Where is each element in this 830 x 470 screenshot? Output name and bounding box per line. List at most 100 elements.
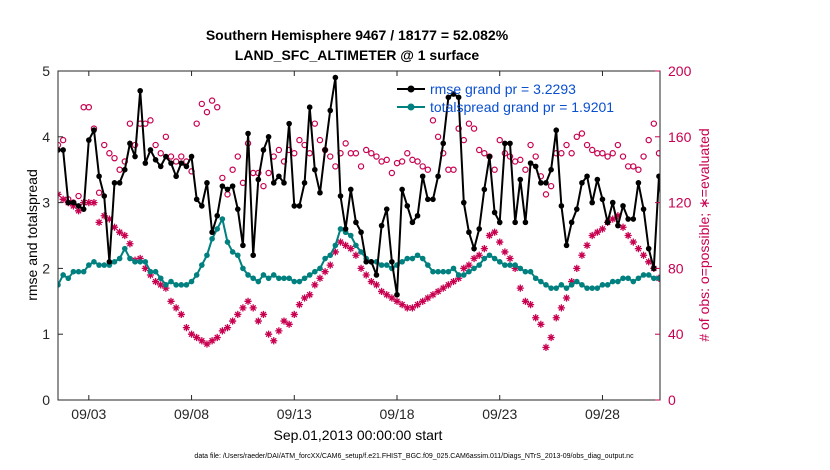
rmse-point <box>687 243 693 249</box>
obs-evaluated-point <box>290 310 298 319</box>
rmse-point <box>496 219 503 226</box>
spread-point <box>486 252 493 259</box>
x-tick-label: 09/08 <box>174 406 209 422</box>
rmse-point <box>476 226 482 232</box>
rmse-point <box>224 186 231 193</box>
rmse-point <box>645 245 652 252</box>
rmse-point <box>178 160 185 166</box>
obs-possible-point <box>172 158 180 165</box>
obs-evaluated-point <box>639 251 648 259</box>
spread-point <box>538 278 544 285</box>
obs-evaluated-point <box>804 258 811 265</box>
spread-line <box>58 216 660 290</box>
spread-point <box>589 285 595 291</box>
obs-possible-point <box>682 167 687 172</box>
obs-evaluated-point <box>609 215 617 223</box>
rmse-point <box>661 233 667 239</box>
rmse-point <box>209 229 215 236</box>
plot-area <box>58 74 830 354</box>
obs-evaluated-point <box>193 333 201 342</box>
obs-possible-point <box>167 153 175 160</box>
spread-point <box>347 232 354 239</box>
rmse-point <box>651 265 657 272</box>
obs-possible-point <box>460 136 467 144</box>
obs-evaluated-point <box>547 333 555 342</box>
legend-spread-label: totalspread grand pr = 1.9201 <box>430 99 614 115</box>
obs-possible-point <box>640 153 647 160</box>
rmse-point <box>754 256 760 262</box>
obs-possible-point <box>568 150 575 157</box>
obs-possible-point <box>599 150 606 157</box>
spread-point <box>101 262 108 268</box>
obs-possible-point <box>604 153 611 160</box>
chart-title: Southern Hemisphere 9467 / 18177 = 52.08… <box>206 27 509 43</box>
rmse-point <box>538 180 544 186</box>
rmse-point <box>163 153 169 160</box>
spread-point <box>759 279 765 285</box>
spread-point <box>132 259 138 265</box>
spread-point <box>527 268 534 275</box>
obs-evaluated-point <box>573 264 581 272</box>
rmse-point <box>450 91 457 97</box>
obs-possible-point <box>193 120 200 127</box>
spread-point <box>240 265 246 272</box>
obs-evaluated-point <box>825 225 830 232</box>
rmse-point <box>399 186 405 193</box>
obs-possible-point <box>542 191 550 198</box>
obs-evaluated-point <box>496 238 504 246</box>
obs-evaluated-point <box>162 284 170 292</box>
rmse-point <box>491 209 498 216</box>
obs-possible-point <box>619 153 627 160</box>
spread-point <box>656 275 660 282</box>
obs-evaluated-point <box>141 264 149 272</box>
obs-evaluated-point <box>634 245 643 253</box>
spread-point <box>306 272 313 278</box>
y-left-tick-label: 4 <box>42 129 50 145</box>
spread-point <box>713 279 719 285</box>
obs-evaluated-point <box>249 304 257 312</box>
spread-point <box>419 255 426 262</box>
spread-point <box>312 268 318 275</box>
rmse-point <box>409 219 416 226</box>
obs-evaluated-point <box>455 274 463 282</box>
obs-evaluated-point <box>794 265 801 272</box>
obs-evaluated-point <box>157 281 165 289</box>
obs-possible-point <box>470 125 478 132</box>
obs-possible-point <box>327 153 334 160</box>
obs-evaluated-point <box>100 212 108 220</box>
rmse-point <box>193 196 200 203</box>
obs-evaluated-point <box>90 199 98 207</box>
rmse-point <box>718 200 724 206</box>
obs-evaluated-point <box>347 245 355 253</box>
obs-evaluated-point <box>234 310 242 319</box>
obs-possible-point <box>650 120 658 127</box>
obs-possible-point <box>368 150 375 157</box>
rmse-point <box>640 206 647 212</box>
spread-point <box>265 275 272 282</box>
spread-point <box>234 252 241 259</box>
obs-possible-point <box>687 164 692 169</box>
obs-evaluated-point <box>583 241 591 249</box>
obs-evaluated-point <box>681 347 688 354</box>
rmse-point <box>527 160 534 166</box>
spread-point <box>635 275 642 282</box>
spread-point <box>301 275 308 282</box>
obs-possible-point <box>198 100 206 108</box>
spread-point <box>111 259 118 265</box>
obs-possible-point <box>378 158 385 165</box>
obs-evaluated-point <box>593 228 601 236</box>
obs-possible-point <box>805 151 810 156</box>
obs-possible-point <box>85 103 93 111</box>
rmse-point <box>430 196 436 203</box>
rmse-point <box>91 127 97 134</box>
rmse-point <box>389 259 395 265</box>
rmse-point <box>317 189 323 196</box>
obs-evaluated-point <box>403 304 411 312</box>
rmse-point <box>584 173 590 180</box>
obs-possible-point <box>614 141 622 149</box>
obs-evaluated-point <box>460 264 468 272</box>
obs-possible-point <box>816 126 821 131</box>
rmse-point <box>394 291 400 298</box>
rmse-point <box>795 180 801 186</box>
obs-possible-point <box>388 169 396 177</box>
